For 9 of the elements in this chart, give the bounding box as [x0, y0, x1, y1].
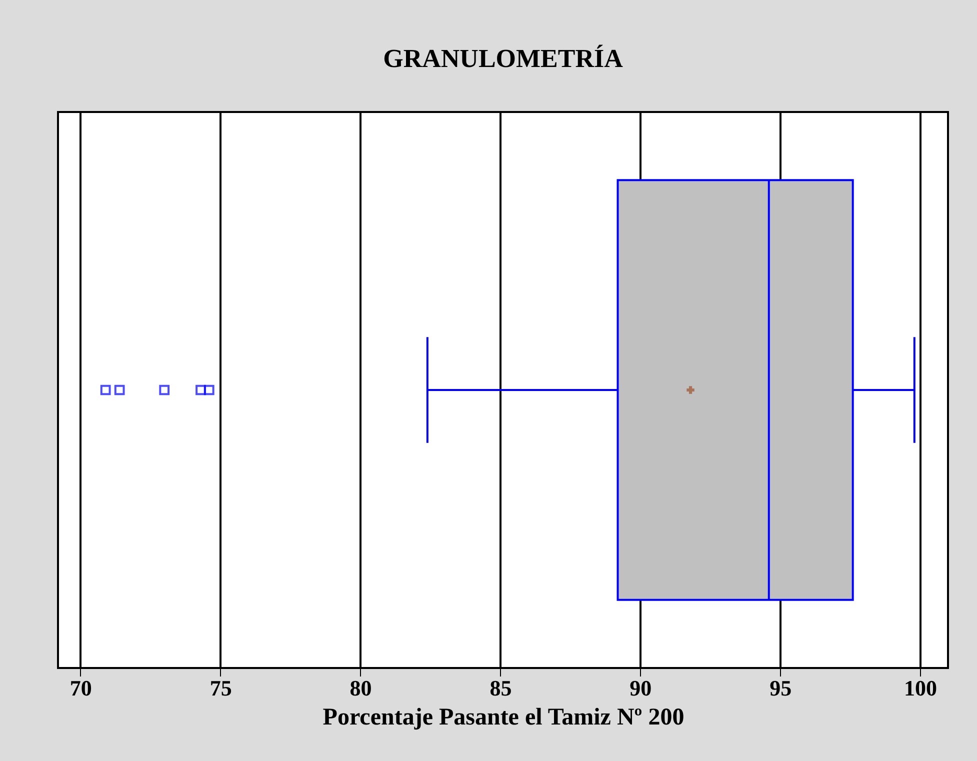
x-tick-label: 95: [770, 676, 792, 700]
x-tick-label: 100: [904, 676, 938, 700]
x-tick-label: 90: [630, 676, 652, 700]
x-tick-label: 75: [210, 676, 232, 700]
x-axis-title: Porcentaje Pasante el Tamiz Nº 200: [322, 704, 684, 730]
x-tick-label: 80: [350, 676, 372, 700]
x-tick-label: 85: [490, 676, 512, 700]
x-tick-label: 70: [70, 676, 92, 700]
chart-title: GRANULOMETRÍA: [383, 44, 624, 73]
